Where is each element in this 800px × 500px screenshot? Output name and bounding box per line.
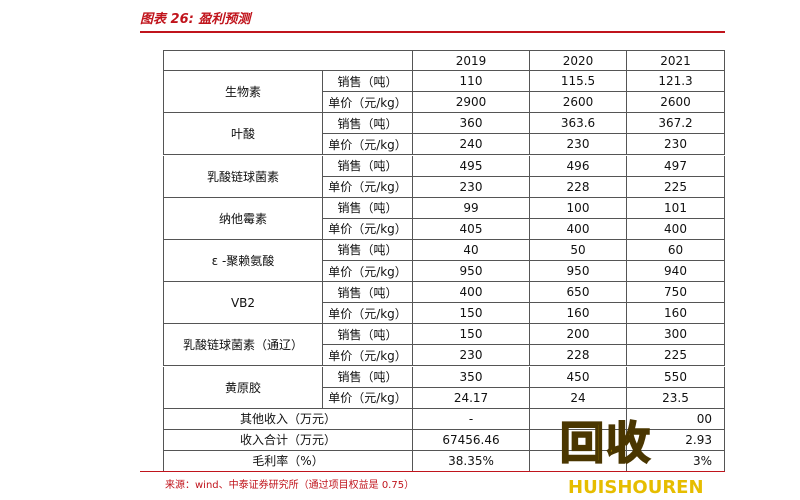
value-cell: 750 [627, 282, 725, 304]
metric: 销售（吨） [323, 71, 413, 93]
title: 图表 26: 盈利预测 [140, 12, 251, 27]
value-cell: 225 [627, 176, 725, 198]
value-cell: 300 [627, 324, 725, 346]
value-cell: 230 [413, 176, 530, 198]
value-cell: 350 [413, 366, 530, 388]
value-cell: 950 [413, 261, 530, 283]
value-cell: 160 [530, 303, 627, 325]
value-cell: 363.6 [530, 113, 627, 135]
value-cell: 2600 [530, 92, 627, 114]
metric: 销售（吨） [323, 324, 413, 346]
value-cell: 950 [530, 261, 627, 283]
value-cell: 495 [413, 155, 530, 177]
value-cell: 450 [530, 366, 627, 388]
value-cell: 400 [530, 218, 627, 240]
value-cell: 38.35% [413, 450, 530, 472]
value-cell: 400 [627, 218, 725, 240]
metric: 单价（元/kg） [323, 176, 413, 198]
value-cell: 121.3 [627, 71, 725, 93]
watermark: 回收 HUISHOUREN [548, 405, 738, 500]
value-cell: 228 [530, 345, 627, 367]
value-cell: 228 [530, 176, 627, 198]
metric: 销售（吨） [323, 113, 413, 135]
value-cell [530, 408, 627, 430]
value-cell: 60 [627, 239, 725, 261]
value-cell: 2900 [413, 92, 530, 114]
value-cell [530, 429, 627, 451]
value-cell: 40 [413, 239, 530, 261]
metric: 单价（元/kg） [323, 345, 413, 367]
bottom-rule [140, 471, 725, 472]
group-name: 叶酸 [163, 113, 323, 156]
metric: 单价（元/kg） [323, 134, 413, 156]
summary-label: 毛利率（%） [163, 450, 413, 472]
metric: 单价（元/kg） [323, 92, 413, 114]
value-cell: 67456.46 [413, 429, 530, 451]
value-cell: 200 [530, 324, 627, 346]
value-cell: 497 [627, 155, 725, 177]
value-cell: 940 [627, 261, 725, 283]
title-rule [140, 31, 725, 33]
header-blank [163, 50, 413, 72]
value-cell: 230 [627, 134, 725, 156]
value-cell: 100 [530, 197, 627, 219]
metric: 单价（元/kg） [323, 387, 413, 409]
value-cell: 550 [627, 366, 725, 388]
watermark-chars: 回收 [559, 417, 652, 470]
value-cell: 496 [530, 155, 627, 177]
value-cell: 225 [627, 345, 725, 367]
watermark-text: HUISHOUREN [568, 477, 704, 498]
value-cell: 2.93 [627, 429, 725, 451]
year-header: 2021 [627, 50, 725, 72]
value-cell: 240 [413, 134, 530, 156]
value-cell: - [413, 408, 530, 430]
year-header: 2019 [413, 50, 530, 72]
group-name: ε -聚赖氨酸 [163, 239, 323, 283]
value-cell: 150 [413, 324, 530, 346]
metric: 销售（吨） [323, 239, 413, 261]
value-cell: 160 [627, 303, 725, 325]
value-cell: 24 [530, 387, 627, 409]
value-cell: 24.17 [413, 387, 530, 409]
value-cell: 650 [530, 282, 627, 304]
group-name: 黄原胶 [163, 366, 323, 409]
summary-label: 收入合计（万元） [163, 429, 413, 451]
value-cell: 101 [627, 197, 725, 219]
metric: 销售（吨） [323, 282, 413, 304]
metric: 单价（元/kg） [323, 303, 413, 325]
value-cell: 50 [530, 239, 627, 261]
summary-label: 其他收入（万元） [163, 408, 413, 430]
source: 来源：wind、中泰证券研究所（通过项目权益是 0.75） [165, 480, 415, 491]
value-cell: 150 [413, 303, 530, 325]
value-cell: 367.2 [627, 113, 725, 135]
value-cell: 400 [413, 282, 530, 304]
value-cell: 405 [413, 218, 530, 240]
group-name: 乳酸链球菌素（通辽） [163, 324, 323, 367]
metric: 销售（吨） [323, 197, 413, 219]
metric: 销售（吨） [323, 155, 413, 177]
group-name: VB2 [163, 282, 323, 325]
group-name: 生物素 [163, 71, 323, 114]
value-cell: 230 [413, 345, 530, 367]
value-cell: 23.5 [627, 387, 725, 409]
value-cell: 360 [413, 113, 530, 135]
value-cell: 110 [413, 71, 530, 93]
value-cell: 230 [530, 134, 627, 156]
group-name: 乳酸链球菌素 [163, 155, 323, 198]
group-name: 纳他霉素 [163, 197, 323, 240]
metric: 单价（元/kg） [323, 261, 413, 283]
metric: 销售（吨） [323, 366, 413, 388]
value-cell: 115.5 [530, 71, 627, 93]
value-cell: 00 [627, 408, 725, 430]
value-cell: 99 [413, 197, 530, 219]
metric: 单价（元/kg） [323, 218, 413, 240]
year-header: 2020 [530, 50, 627, 72]
value-cell: 2600 [627, 92, 725, 114]
